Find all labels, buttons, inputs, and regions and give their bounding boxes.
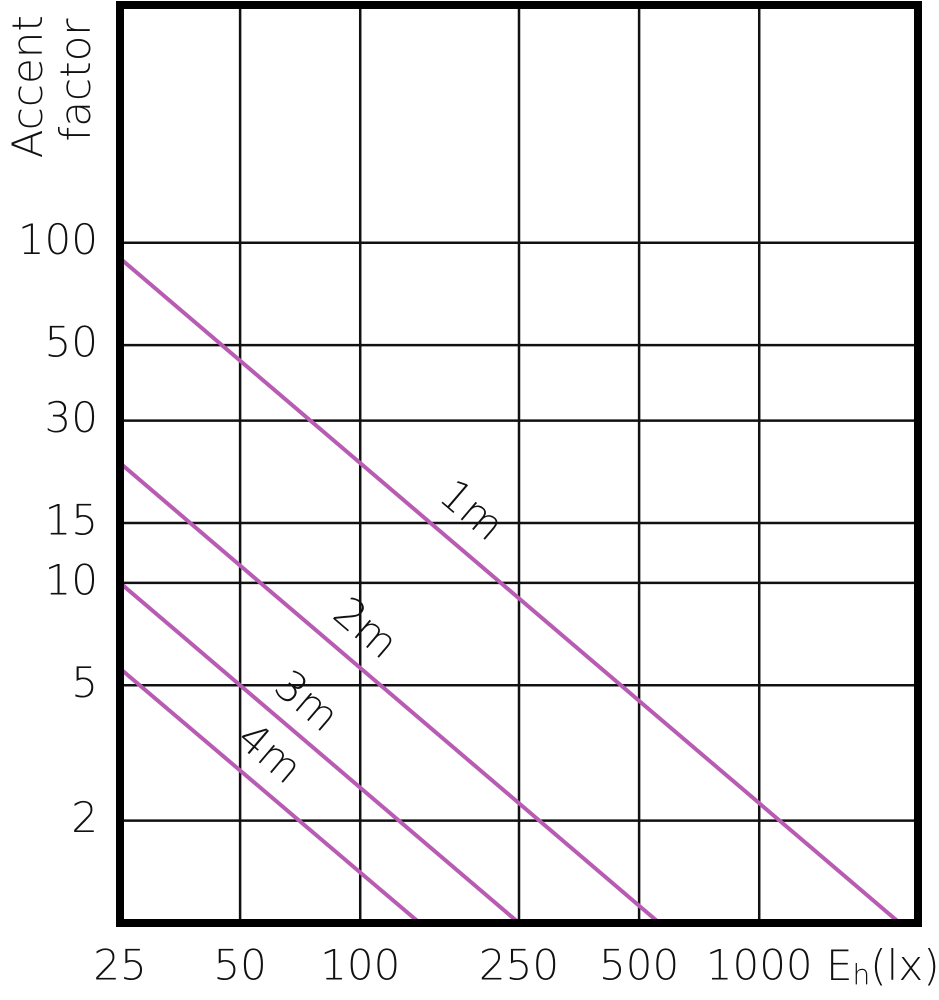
- y-axis-title-line: factor: [51, 18, 100, 142]
- line-label: 1m: [430, 469, 513, 550]
- x-tick-label: 500: [599, 941, 679, 990]
- data-line: [118, 256, 902, 925]
- line-label: 2m: [324, 587, 407, 668]
- x-tick-label: 1000: [706, 941, 813, 990]
- x-tick-label: 25: [93, 941, 146, 990]
- x-axis-title-main: E: [826, 941, 853, 990]
- data-line: [118, 461, 661, 925]
- x-axis-title: Eh(lx): [826, 941, 939, 992]
- y-tick-label: 5: [71, 658, 98, 707]
- y-tick-label: 50: [45, 318, 98, 367]
- data-line: [118, 581, 521, 925]
- y-tick-label: 15: [45, 495, 98, 544]
- plot-frame: [116, 1, 922, 927]
- y-axis-title-line: Accent: [3, 15, 52, 158]
- x-tick-label: 50: [213, 941, 266, 990]
- y-tick-label: 10: [45, 555, 98, 604]
- y-tick-label: 2: [71, 793, 98, 842]
- x-axis-title-unit: (lx): [870, 941, 939, 990]
- y-tick-label: 30: [45, 393, 98, 442]
- x-tick-label: 250: [479, 941, 559, 990]
- data-line: [118, 666, 422, 925]
- y-axis-title: Accent factor: [3, 2, 100, 158]
- x-tick-label: 100: [320, 941, 400, 990]
- y-tick-label: 100: [18, 215, 98, 264]
- x-axis-title-sub: h: [853, 958, 871, 991]
